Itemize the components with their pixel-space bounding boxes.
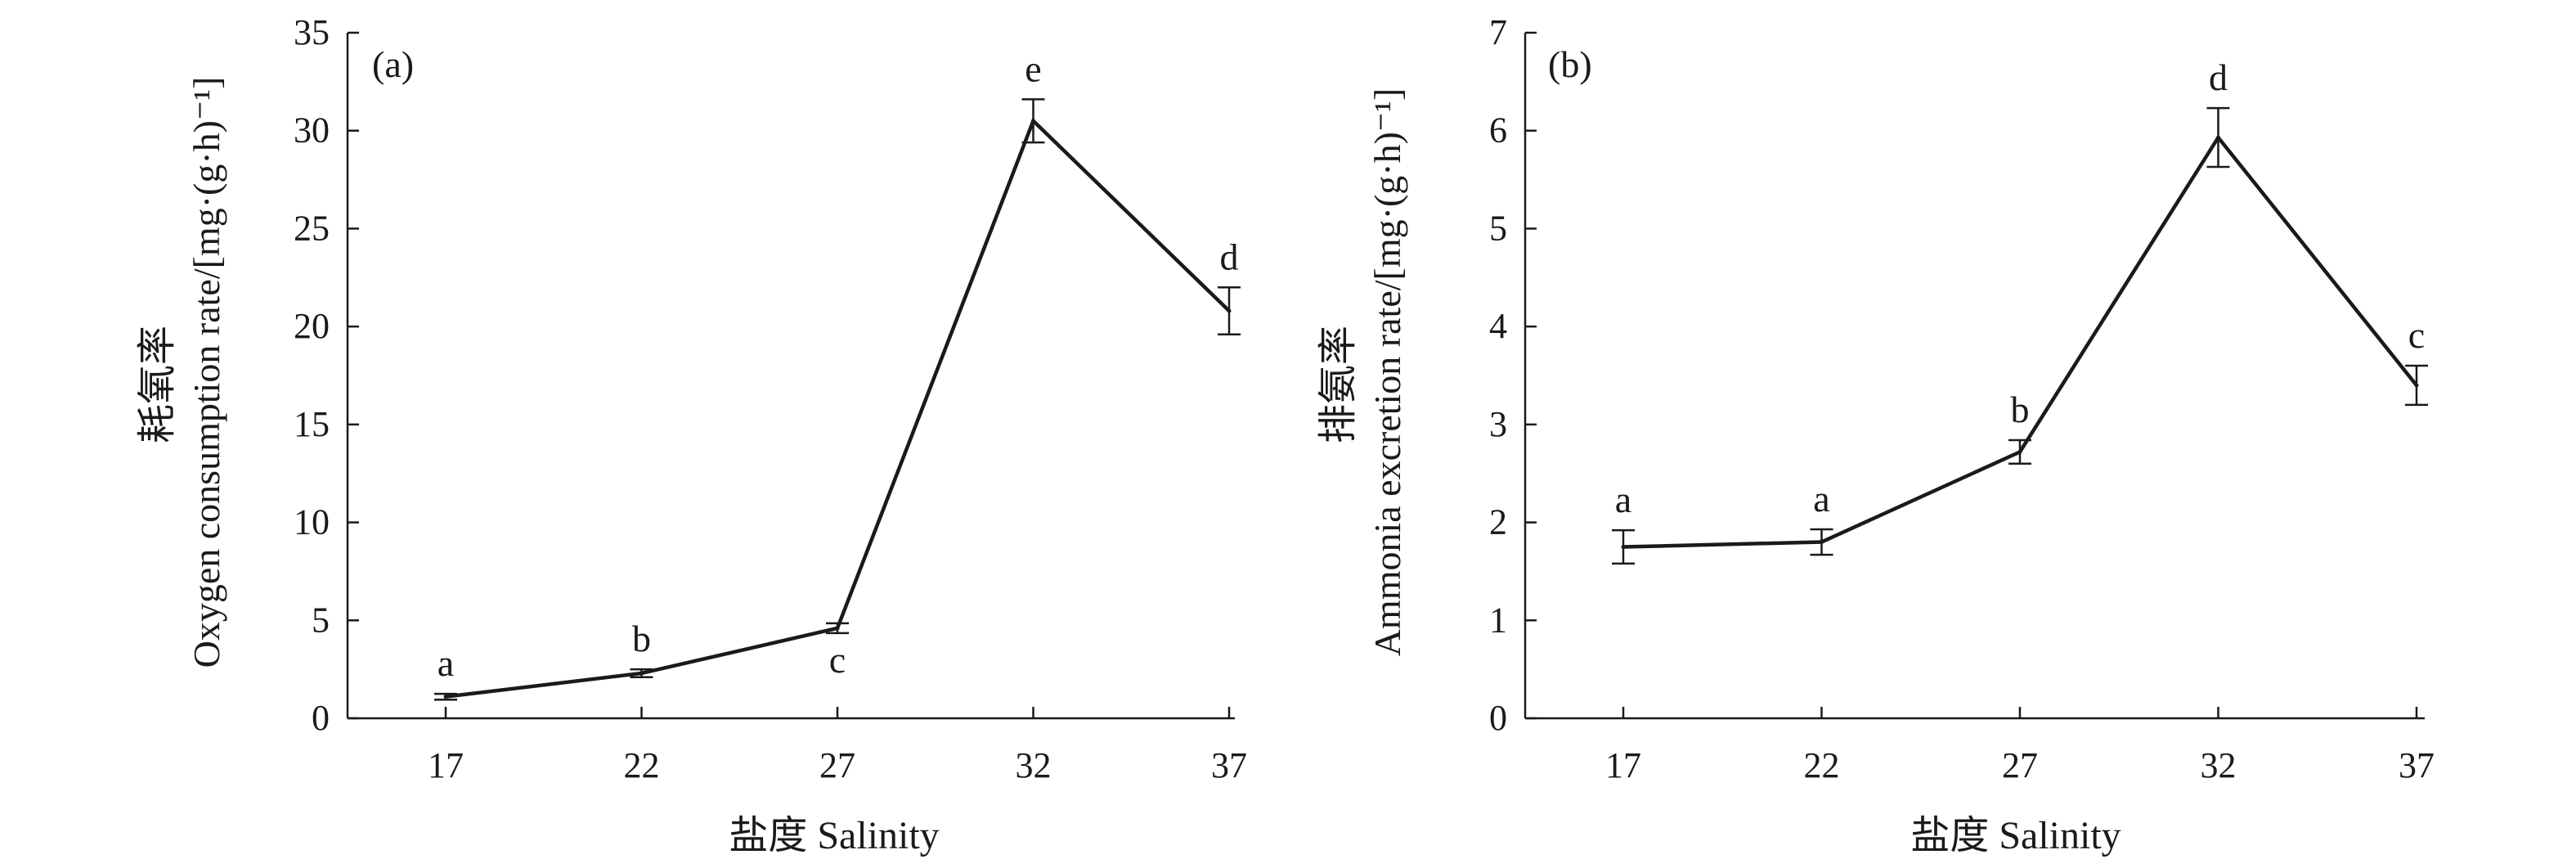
y-tick-label: 35 [294,12,330,52]
data-point [640,671,644,676]
y-tick-label: 20 [294,306,330,346]
data-point [835,626,840,631]
panel-label: (b) [1548,43,1592,85]
significance-letter: c [2408,314,2425,356]
y-tick-label: 30 [294,110,330,151]
y-tick-label: 15 [294,404,330,444]
significance-letter: a [1615,479,1631,520]
y-tick-label: 4 [1489,306,1507,346]
x-axis-label: 盐度 Salinity [729,814,939,857]
y-tick-label: 3 [1489,404,1507,444]
panel-b: 0 1 2 3 4 5 6 7 17 22 27 32 37 a a b d c (b) 盐度 Salinity 排氨率… [1317,12,2435,857]
y-tick-label: 1 [1489,600,1507,640]
significance-letter: a [438,642,454,684]
significance-letter: d [1220,236,1239,277]
significance-letter: b [632,618,651,659]
data-point [1031,119,1035,124]
significance-letter: a [1813,478,1829,519]
data-point [443,695,448,699]
series-line [445,117,1231,699]
y-tick-label: 2 [1489,502,1507,542]
significance-letter: d [2209,56,2228,98]
data-point [2216,135,2220,140]
x-tick-label: 27 [2002,745,2038,785]
data-point [1820,540,1824,545]
y-tick-label: 6 [1489,110,1507,151]
significance-letter: c [829,639,846,681]
data-point [2017,449,2022,454]
series-line [1622,134,2418,549]
panel-label: (a) [372,43,414,85]
x-tick-label: 17 [1605,745,1641,785]
y-tick-label: 5 [312,600,330,640]
significance-letter: b [2011,389,2030,430]
x-tick-label: 32 [2201,745,2237,785]
significance-letter: e [1025,47,1041,89]
panel-a: 0 5 10 15 20 25 30 35 17 22 27 32 37 a b c e d (a) 盐度 Salin… [136,12,1247,857]
x-tick-label: 32 [1016,745,1052,785]
x-axis-label: 盐度 Salinity [1910,814,2120,857]
x-tick-label: 37 [2399,745,2435,785]
y-tick-label: 0 [312,698,330,738]
y-axis-label-en: Oxygen consumption rate/[mg·(g·h)⁻¹] [186,77,227,668]
y-tick-label: 7 [1489,12,1507,52]
data-point [2414,383,2419,388]
data-point [1227,308,1232,313]
y-axis-label-cn: 排氨率 [1317,326,1360,443]
x-tick-label: 17 [428,745,464,785]
x-tick-label: 22 [624,745,660,785]
y-tick-label: 0 [1489,698,1507,738]
x-tick-label: 22 [1804,745,1840,785]
data-point [1621,545,1626,549]
y-axis-label-en: Ammonia excretion rate/[mg·(g·h)⁻¹] [1367,88,1408,657]
y-axis-label-cn: 耗氧率 [136,326,179,443]
y-tick-label: 10 [294,502,330,542]
x-tick-label: 37 [1211,745,1247,785]
y-tick-label: 5 [1489,208,1507,248]
x-tick-label: 27 [819,745,855,785]
y-tick-label: 25 [294,208,330,248]
